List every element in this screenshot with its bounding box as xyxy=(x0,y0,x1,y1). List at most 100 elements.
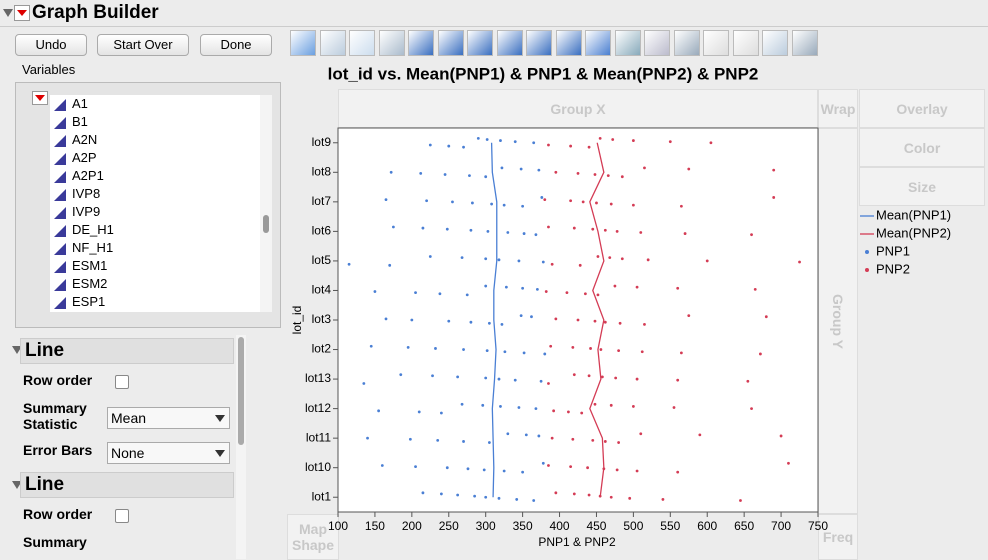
toolbar-icon[interactable] xyxy=(319,30,346,56)
point xyxy=(484,175,488,179)
point xyxy=(593,402,597,406)
x-axis-label: PNP1 & PNP2 xyxy=(538,535,616,549)
point xyxy=(598,136,602,140)
option-label: Summary xyxy=(23,534,87,550)
point xyxy=(484,284,488,288)
button[interactable]: Start Over xyxy=(97,34,189,56)
option-label: Row order xyxy=(23,372,93,388)
point xyxy=(753,287,757,291)
drop-zone[interactable]: Size xyxy=(859,167,985,206)
point xyxy=(787,461,790,465)
point xyxy=(521,470,525,474)
button[interactable]: Done xyxy=(200,34,272,56)
point xyxy=(500,323,504,326)
drop-zone[interactable]: Overlay xyxy=(859,89,985,128)
y-tick-label: lot10 xyxy=(305,460,331,474)
toolbar-icon[interactable] xyxy=(762,30,788,56)
point xyxy=(739,499,742,502)
toolbar-icon[interactable] xyxy=(555,30,582,56)
drop-zone[interactable]: Map Shape xyxy=(287,514,339,560)
variable-item[interactable]: B1 xyxy=(50,113,260,131)
toolbar-icon[interactable] xyxy=(378,30,405,56)
disclosure-icon[interactable] xyxy=(12,481,22,489)
y-tick-label: lot9 xyxy=(312,135,332,149)
menu-icon[interactable] xyxy=(32,91,48,105)
point xyxy=(419,172,423,175)
variable-item[interactable]: DE_H1 xyxy=(50,221,260,239)
toolbar-icon[interactable] xyxy=(437,30,464,56)
toolbar-icon[interactable] xyxy=(614,30,641,56)
point xyxy=(600,375,604,379)
point xyxy=(465,293,469,297)
variables-panel: A1 B1 A2N A2P A2P1 IVP8 IVP9 DE_H1 NF_H1 ESM1 ESM2… xyxy=(15,82,281,328)
point xyxy=(504,285,508,289)
point xyxy=(497,258,501,262)
toolbar-icon[interactable] xyxy=(408,30,434,56)
checkbox[interactable] xyxy=(115,509,129,523)
variable-item[interactable]: A2P xyxy=(50,149,260,167)
point xyxy=(779,434,783,438)
y-tick-label: lot5 xyxy=(312,253,332,267)
x-tick-label: 150 xyxy=(365,519,385,533)
toolbar-icon[interactable] xyxy=(496,30,523,56)
drop-zone[interactable]: Wrap xyxy=(818,89,858,128)
disclosure-icon[interactable] xyxy=(12,346,22,354)
toolbar-icon[interactable] xyxy=(290,30,316,56)
dropdown[interactable]: None xyxy=(107,442,230,464)
variable-item[interactable]: ESP1 xyxy=(50,293,260,311)
chart-title: lot_id vs. Mean(PNP1) & PNP1 & Mean(PNP2… xyxy=(328,64,759,83)
y-tick-label: lot2 xyxy=(312,342,332,356)
point xyxy=(709,141,713,145)
point xyxy=(431,374,434,378)
variable-item[interactable]: A2P1 xyxy=(50,167,260,185)
dropdown[interactable]: Mean xyxy=(107,407,230,429)
point xyxy=(609,202,613,206)
point xyxy=(487,441,491,444)
toolbar-icon[interactable] xyxy=(585,30,611,56)
button[interactable]: Undo xyxy=(15,34,87,56)
point xyxy=(639,231,643,234)
toolbar-icon[interactable] xyxy=(467,30,493,56)
toolbar-icon[interactable] xyxy=(526,30,552,56)
variable-item[interactable]: ESM1 xyxy=(50,257,260,275)
point xyxy=(366,436,369,440)
drop-zone[interactable]: Color xyxy=(859,128,985,167)
menu-icon[interactable] xyxy=(14,5,30,21)
toolbar-icon[interactable] xyxy=(349,30,375,56)
point xyxy=(583,292,587,296)
variable-item[interactable]: NF_H1 xyxy=(50,239,260,257)
variable-item[interactable]: IVP9 xyxy=(50,203,260,221)
point xyxy=(490,202,493,206)
variable-item[interactable]: A2N xyxy=(50,131,260,149)
chart: lot_id vs. Mean(PNP1) & PNP1 & Mean(PNP2… xyxy=(290,64,951,549)
y-tick-label: lot12 xyxy=(305,401,331,415)
toolbar-icon[interactable] xyxy=(703,30,729,56)
point xyxy=(532,499,536,502)
option-label: Error Bars xyxy=(23,442,93,458)
drop-zone[interactable]: Freq xyxy=(818,514,858,560)
variable-item[interactable]: IVP8 xyxy=(50,185,260,203)
point xyxy=(417,410,421,414)
toolbar-icon[interactable] xyxy=(732,30,759,56)
disclosure-icon[interactable] xyxy=(3,9,13,17)
point xyxy=(750,233,753,237)
toolbar-icon[interactable] xyxy=(791,30,818,56)
point xyxy=(384,317,388,321)
point xyxy=(595,201,598,205)
point xyxy=(554,317,558,321)
point xyxy=(414,291,417,295)
point xyxy=(668,140,672,144)
scrollbar[interactable] xyxy=(260,95,272,312)
checkbox[interactable] xyxy=(115,375,129,389)
point xyxy=(606,174,610,178)
toolbar-icon[interactable] xyxy=(644,30,670,56)
variable-item[interactable]: ESM2 xyxy=(50,275,260,293)
variable-item[interactable]: A1 xyxy=(50,95,260,113)
point xyxy=(698,433,702,437)
x-tick-label: 650 xyxy=(734,519,754,533)
point xyxy=(499,139,502,142)
variable-list: A1 B1 A2N A2P A2P1 IVP8 IVP9 DE_H1 NF_H1 ESM1 ESM2… xyxy=(50,95,260,312)
toolbar-icon[interactable] xyxy=(673,30,700,56)
y-tick-label: lot11 xyxy=(306,430,331,444)
scrollbar[interactable] xyxy=(236,335,246,559)
